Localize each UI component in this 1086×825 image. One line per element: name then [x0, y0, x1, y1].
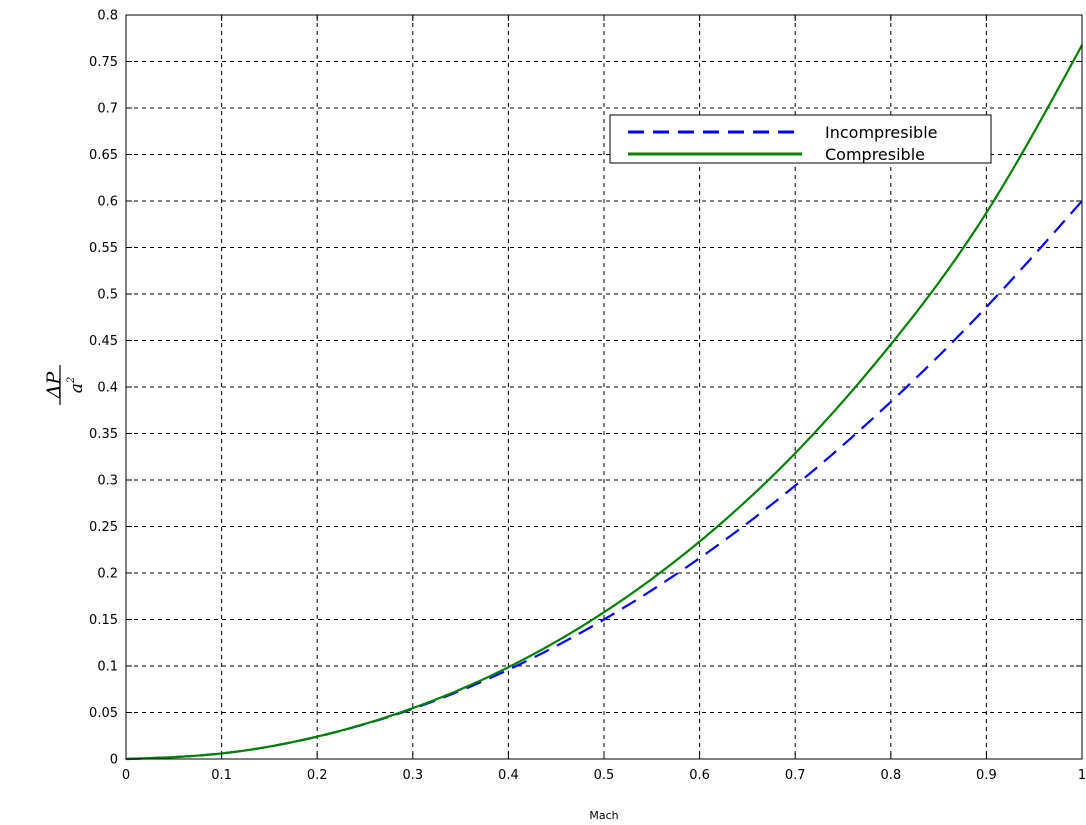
tick-labels: 0 0.1 0.2 0.3 0.4 0.5 0.6 0.7 0.8 0.9 1 0 0.05 0.1 0.1…: [89, 9, 1086, 784]
y-tick-label: 0.75: [89, 55, 118, 70]
x-tick-label: 0.4: [498, 768, 519, 783]
y-axis-label-denominator-base: a: [67, 383, 87, 393]
x-tick-label: 0.6: [689, 768, 710, 783]
y-axis-label-numerator: ΔP: [43, 371, 65, 400]
x-tick-label: 0.7: [785, 768, 806, 783]
y-tick-label: 0.65: [89, 148, 118, 163]
y-tick-label: 0.2: [97, 567, 118, 582]
y-tick-label: 0.5: [97, 288, 118, 303]
legend-label-incompresible: Incompresible: [825, 123, 937, 142]
y-axis-label-denominator: a2: [66, 377, 87, 394]
y-tick-label: 0.05: [89, 706, 118, 721]
x-tick-label: 1: [1078, 768, 1086, 783]
y-axis-label-exponent: 2: [66, 377, 77, 384]
x-tick-label: 0.1: [211, 768, 232, 783]
series-line-compresible: [125, 44, 1083, 761]
ticks: [125, 14, 1083, 760]
y-tick-label: 0.6: [97, 195, 118, 210]
y-tick-label: 0.35: [89, 427, 118, 442]
x-tick-label: 0: [122, 768, 130, 783]
y-tick-label: 0.4: [97, 381, 118, 396]
y-tick-label: 0.45: [89, 334, 118, 349]
legend: Incompresible Compresible: [609, 114, 992, 164]
legend-label-compresible: Compresible: [825, 145, 925, 164]
y-tick-label: 0.7: [97, 102, 118, 117]
y-tick-label: 0.15: [89, 613, 118, 628]
y-tick-label: 0.1: [97, 660, 118, 675]
y-tick-label: 0.25: [89, 520, 118, 535]
x-tick-label: 0.5: [594, 768, 615, 783]
series-layer: [125, 44, 1083, 761]
y-axis-label: ΔP a2: [43, 365, 87, 405]
x-tick-label: 0.8: [880, 768, 901, 783]
x-tick-label: 0.2: [307, 768, 328, 783]
y-tick-label: 0.3: [97, 474, 118, 489]
x-tick-label: 0.9: [976, 768, 997, 783]
y-tick-label: 0.8: [97, 9, 118, 24]
y-tick-label: 0.55: [89, 241, 118, 256]
x-tick-label: 0.3: [402, 768, 423, 783]
x-axis-label: Mach: [589, 809, 618, 822]
y-tick-label: 0: [110, 753, 118, 768]
